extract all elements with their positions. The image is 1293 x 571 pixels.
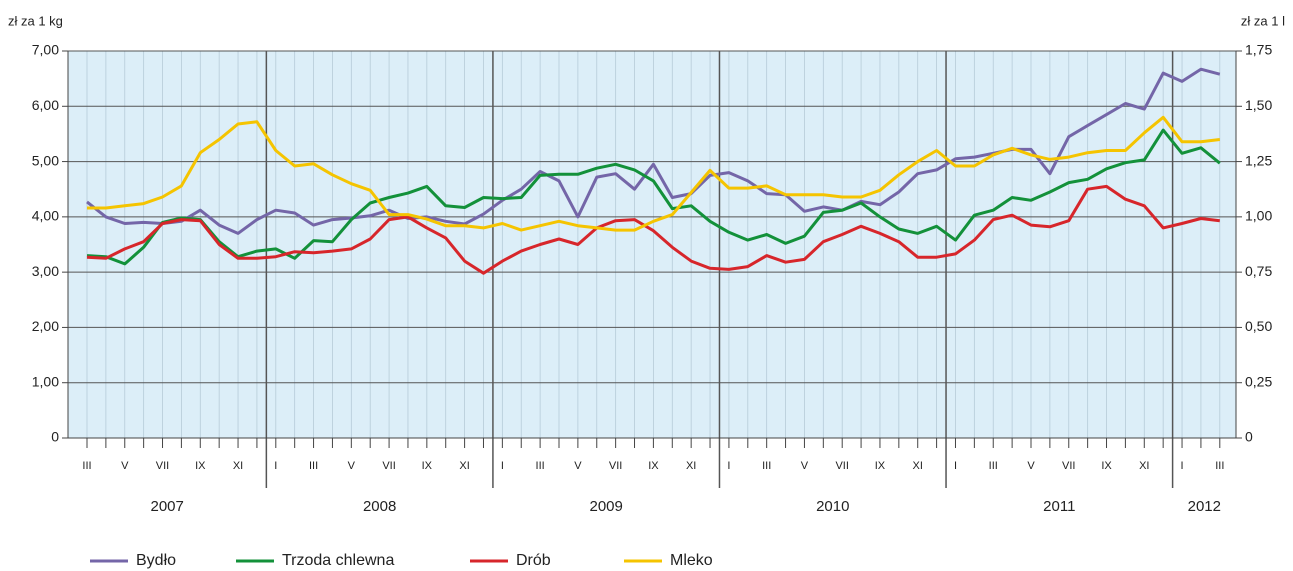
x-tick-label: III [1215, 460, 1224, 472]
x-tick-label: V [348, 460, 356, 472]
x-tick-label: V [1027, 460, 1035, 472]
x-tick-label: III [989, 460, 998, 472]
legend-label: Bydło [136, 552, 176, 569]
x-tick-label: VII [382, 460, 395, 472]
y2-tick-label: 0 [1245, 429, 1253, 445]
x-tick-label: XI [686, 460, 696, 472]
x-tick-label: III [309, 460, 318, 472]
x-tick-label: IX [195, 460, 206, 472]
x-tick-label: XI [233, 460, 243, 472]
series-line [86, 128, 1221, 266]
y2-tick-label: 1,75 [1245, 42, 1272, 58]
series-line [86, 67, 1221, 235]
series-line [86, 184, 1220, 275]
x-tick-label: VII [609, 460, 622, 472]
year-label: 2012 [1188, 498, 1221, 515]
x-tick-label: III [536, 460, 545, 472]
x-tick-label: I [274, 460, 277, 472]
year-label: 2008 [363, 498, 396, 515]
x-tick-label: VII [156, 460, 169, 472]
y-tick-label: 5,00 [32, 152, 59, 168]
x-tick-label: I [727, 460, 730, 472]
y2-tick-label: 1,50 [1245, 97, 1272, 113]
legend-label: Trzoda chlewna [282, 552, 394, 569]
y-tick-label: 3,00 [32, 263, 59, 279]
y2-tick-label: 0,25 [1245, 373, 1272, 389]
y-axis-label: zł za 1 kg [8, 13, 63, 28]
y2-tick-label: 1,00 [1245, 208, 1272, 224]
x-tick-label: XI [459, 460, 469, 472]
x-tick-label: XI [913, 460, 923, 472]
y2-tick-label: 0,75 [1245, 263, 1272, 279]
legend-label: Mleko [670, 552, 713, 569]
x-tick-label: IX [422, 460, 433, 472]
y-tick-label: 4,00 [32, 208, 59, 224]
y-tick-label: 7,00 [32, 42, 59, 58]
x-tick-label: IX [1101, 460, 1112, 472]
y-tick-label: 0 [51, 429, 59, 445]
x-tick-label: V [574, 460, 582, 472]
series-line [87, 115, 1220, 232]
x-tick-label: III [762, 460, 771, 472]
year-label: 2007 [150, 498, 183, 515]
x-tick-label: V [801, 460, 809, 472]
year-label: 2009 [590, 498, 623, 515]
x-tick-label: VII [1062, 460, 1075, 472]
x-tick-label: IX [648, 460, 659, 472]
x-tick-label: V [121, 460, 129, 472]
y-tick-label: 6,00 [32, 97, 59, 113]
x-tick-label: IX [875, 460, 886, 472]
x-tick-label: I [501, 460, 504, 472]
x-tick-label: XI [1139, 460, 1149, 472]
x-tick-label: III [82, 460, 91, 472]
x-tick-label: I [954, 460, 957, 472]
plot-background [68, 51, 1236, 438]
y-tick-label: 2,00 [32, 318, 59, 334]
legend-label: Drób [516, 552, 551, 569]
x-tick-label: I [1181, 460, 1184, 472]
year-label: 2010 [816, 498, 849, 515]
year-label: 2011 [1043, 498, 1075, 515]
y2-axis-label: zł za 1 l [1241, 13, 1285, 28]
y2-tick-label: 1,25 [1245, 152, 1272, 168]
y2-tick-label: 0,50 [1245, 318, 1272, 334]
y-tick-label: 1,00 [32, 373, 59, 389]
x-tick-label: VII [835, 460, 848, 472]
